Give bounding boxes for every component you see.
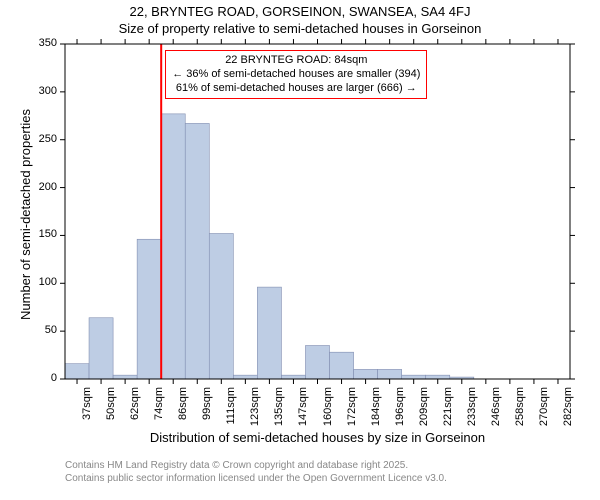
attribution-line-1: Contains HM Land Registry data © Crown c… — [65, 460, 447, 473]
y-tick-label: 100 — [0, 276, 57, 288]
y-tick-label: 150 — [0, 228, 57, 240]
annotation-box: 22 BRYNTEG ROAD: 84sqm ← 36% of semi-det… — [165, 50, 427, 99]
x-axis-label: Distribution of semi-detached houses by … — [65, 430, 570, 445]
annotation-line-2: ← 36% of semi-detached houses are smalle… — [172, 68, 420, 82]
y-tick-label: 250 — [0, 133, 57, 145]
y-tick-label: 200 — [0, 181, 57, 193]
attribution: Contains HM Land Registry data © Crown c… — [65, 460, 447, 485]
annotation-line-1: 22 BRYNTEG ROAD: 84sqm — [172, 54, 420, 68]
y-tick-label: 300 — [0, 85, 57, 97]
annotation-line-3: 61% of semi-detached houses are larger (… — [172, 82, 420, 96]
y-tick-label: 350 — [0, 37, 57, 49]
y-tick-label: 0 — [0, 372, 57, 384]
attribution-line-2: Contains public sector information licen… — [65, 473, 447, 486]
y-tick-label: 50 — [0, 324, 57, 336]
